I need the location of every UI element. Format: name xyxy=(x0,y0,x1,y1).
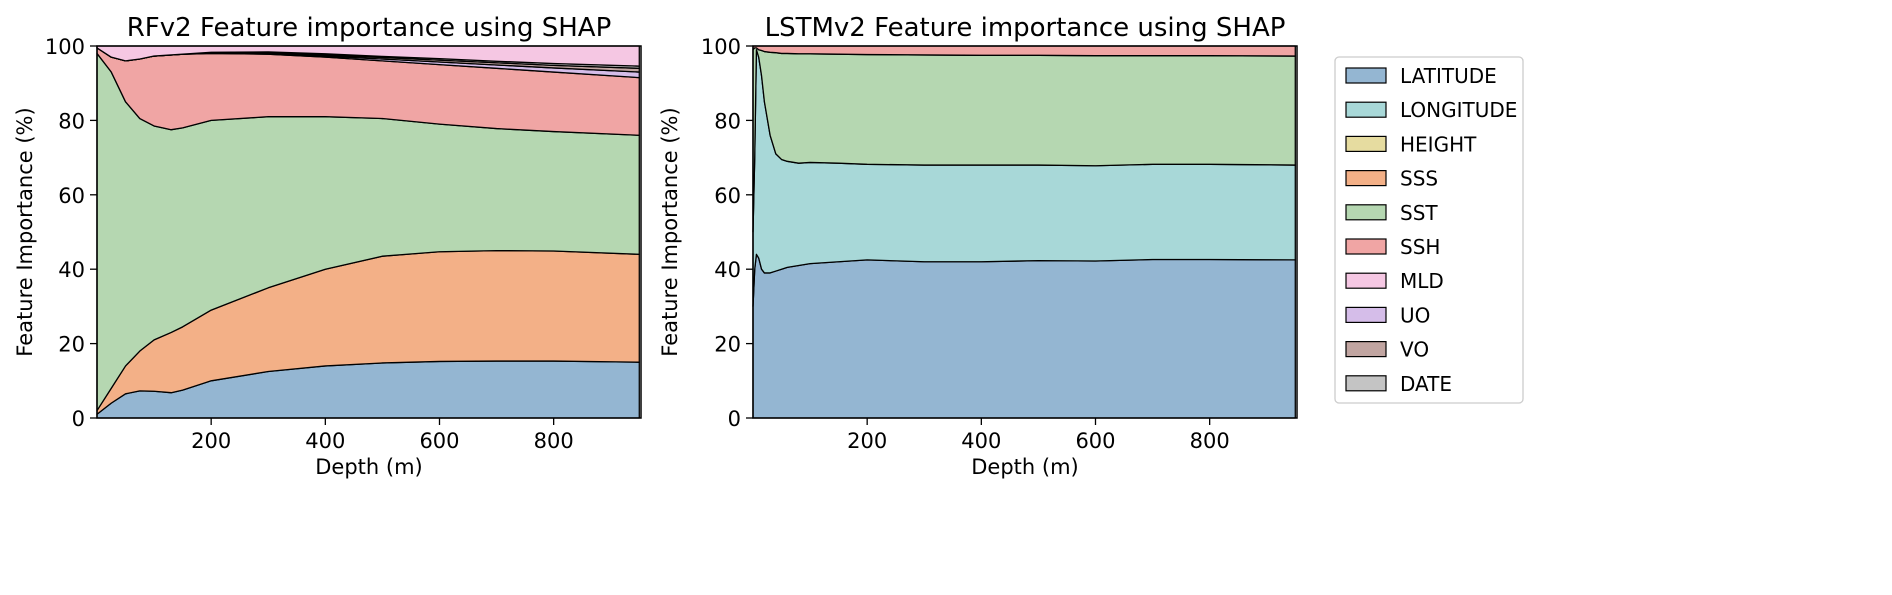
legend-swatch xyxy=(1345,272,1387,289)
x-tick-label: 200 xyxy=(847,429,887,453)
legend-swatch xyxy=(1345,238,1387,255)
x-tick-label: 800 xyxy=(534,429,574,453)
legend-swatch xyxy=(1345,341,1387,358)
chart-title: RFv2 Feature importance using SHAP xyxy=(127,13,612,43)
y-tick-label: 80 xyxy=(58,109,85,133)
x-axis-label: Depth (m) xyxy=(315,455,422,479)
legend-swatch xyxy=(1345,170,1387,187)
legend-item-longitude: LONGITUDE xyxy=(1345,98,1517,122)
y-tick-label: 40 xyxy=(58,258,85,282)
chart-1: 0 20 40 60 80 100 200 400 600 800 RFv2 Feature imp… xyxy=(13,13,642,479)
legend-item-ssh: SSH xyxy=(1345,235,1440,259)
legend-swatch xyxy=(1345,306,1387,323)
legend-item-date: DATE xyxy=(1345,372,1452,396)
legend-label: LONGITUDE xyxy=(1400,98,1517,122)
y-axis-label: Feature Importance (%) xyxy=(658,107,682,356)
area-latitude xyxy=(752,253,1296,419)
legend-swatch xyxy=(1345,101,1387,118)
legend-item-mld: MLD xyxy=(1345,269,1444,293)
y-tick-label: 20 xyxy=(58,333,85,357)
legend: LATITUDE LONGITUDE HEIGHT SSS SST SSH MLD UO VO D… xyxy=(1334,56,1524,404)
legend-label: DATE xyxy=(1400,372,1452,396)
plot-frame xyxy=(752,45,1298,419)
x-tick-label: 200 xyxy=(191,429,231,453)
y-tick-label: 80 xyxy=(714,109,741,133)
y-tick-label: 0 xyxy=(728,407,741,431)
legend-swatch xyxy=(1345,135,1387,152)
legend-item-uo: UO xyxy=(1345,303,1430,327)
y-tick-label: 100 xyxy=(701,35,741,59)
legend-label: SSH xyxy=(1400,235,1440,259)
x-tick-label: 800 xyxy=(1190,429,1230,453)
chart-title: LSTMv2 Feature importance using SHAP xyxy=(765,13,1286,43)
legend-label: UO xyxy=(1400,303,1430,327)
legend-item-sst: SST xyxy=(1345,201,1438,225)
legend-label: SSS xyxy=(1400,167,1438,191)
chart-2: 0 20 40 60 80 100 200 400 600 800 LSTMv2 Feature i… xyxy=(658,13,1298,479)
y-tick-label: 20 xyxy=(714,333,741,357)
legend-swatch xyxy=(1345,204,1387,221)
y-axis-label: Feature Importance (%) xyxy=(13,107,37,356)
legend-swatch xyxy=(1345,375,1387,392)
y-tick-label: 60 xyxy=(58,184,85,208)
x-axis-label: Depth (m) xyxy=(971,455,1078,479)
legend-label: HEIGHT xyxy=(1400,132,1477,156)
x-tick-label: 400 xyxy=(305,429,345,453)
y-tick-label: 60 xyxy=(714,184,741,208)
legend-label: LATITUDE xyxy=(1400,64,1497,88)
legend-item-sss: SSS xyxy=(1345,167,1438,191)
x-tick-label: 600 xyxy=(1075,429,1115,453)
y-tick-label: 0 xyxy=(72,407,85,431)
legend-item-height: HEIGHT xyxy=(1345,132,1477,156)
legend-label: MLD xyxy=(1400,269,1444,293)
plot-frame xyxy=(96,45,642,419)
legend-label: SST xyxy=(1400,201,1438,225)
legend-swatch xyxy=(1345,67,1387,84)
area-ssh xyxy=(752,45,1296,57)
legend-label: VO xyxy=(1400,338,1429,362)
legend-item-latitude: LATITUDE xyxy=(1345,64,1497,88)
x-tick-label: 400 xyxy=(961,429,1001,453)
y-tick-label: 40 xyxy=(714,258,741,282)
y-tick-label: 100 xyxy=(45,35,85,59)
legend-item-vo: VO xyxy=(1345,338,1429,362)
x-tick-label: 600 xyxy=(419,429,459,453)
